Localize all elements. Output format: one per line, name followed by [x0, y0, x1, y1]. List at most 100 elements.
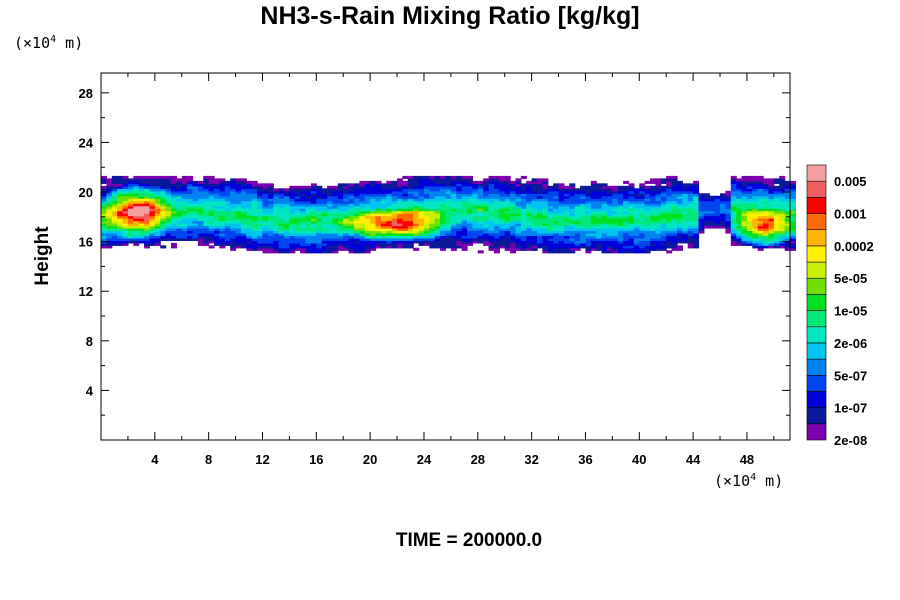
field-cell [230, 223, 237, 227]
field-cell [300, 200, 307, 204]
field-cell [154, 215, 161, 219]
field-cell [585, 215, 592, 219]
field-cell [450, 242, 457, 246]
field-cell [257, 198, 264, 202]
field-cell [402, 205, 409, 209]
field-cell [682, 215, 689, 219]
field-cell [440, 220, 447, 224]
field-cell [790, 185, 796, 189]
field-cell [585, 213, 592, 217]
field-cell [397, 193, 404, 197]
field-cell [364, 183, 371, 187]
field-cell [305, 250, 312, 254]
field-cell [386, 215, 393, 219]
field-cell [488, 210, 495, 214]
field-cell [294, 227, 301, 232]
field-cell [698, 203, 705, 207]
field-cell [170, 208, 177, 212]
field-cell [574, 237, 581, 241]
field-cell [504, 227, 511, 232]
field-cell [214, 240, 221, 244]
field-cell [359, 235, 366, 239]
field-cell [187, 213, 194, 217]
field-cell [440, 218, 447, 222]
field-cell [650, 185, 657, 189]
field-cell [240, 232, 247, 237]
field-cell [542, 225, 549, 229]
field-cell [693, 180, 700, 184]
field-cell [547, 237, 554, 241]
field-cell [601, 218, 608, 222]
field-cell [364, 200, 371, 204]
field-cell [165, 188, 172, 192]
field-cell [310, 218, 317, 222]
field-cell [741, 213, 748, 217]
field-cell [655, 223, 662, 227]
field-cell [348, 190, 355, 194]
colorbar-swatch [806, 213, 827, 231]
field-cell [628, 247, 635, 251]
field-cell [170, 178, 177, 182]
field-cell [407, 242, 414, 246]
field-cell [111, 193, 118, 197]
field-cell [515, 205, 522, 209]
field-cell [553, 230, 560, 234]
field-cell [730, 227, 737, 232]
field-cell [644, 208, 651, 212]
field-cell [477, 185, 484, 189]
field-cell [310, 188, 317, 192]
field-cell [106, 220, 113, 224]
field-cell [499, 242, 506, 246]
field-cell [101, 227, 107, 232]
field-cell [370, 215, 377, 219]
field-cell [149, 193, 156, 197]
field-cell [450, 205, 457, 209]
field-cell [601, 190, 608, 194]
field-cell [343, 218, 350, 222]
field-cell [730, 193, 737, 197]
field-cell [574, 218, 581, 222]
field-cell [278, 190, 285, 194]
field-cell [720, 203, 727, 207]
field-cell [397, 218, 404, 222]
field-cell [644, 213, 651, 217]
field-cell [397, 203, 404, 207]
field-cell [154, 242, 161, 246]
field-cell [580, 215, 587, 219]
field-cell [111, 213, 118, 217]
field-cell [499, 188, 506, 192]
field-cell [488, 227, 495, 232]
field-cell [763, 237, 770, 241]
field-cell [671, 188, 678, 192]
field-cell [170, 215, 177, 219]
field-cell [590, 240, 597, 244]
field-cell [305, 235, 312, 239]
field-cell [477, 225, 484, 229]
field-cell [353, 245, 360, 249]
x-tick-label: 4 [151, 452, 159, 467]
field-cell [531, 205, 538, 209]
field-cell [257, 210, 264, 214]
field-cell [590, 203, 597, 207]
field-cell [240, 208, 247, 212]
field-cell [154, 210, 161, 214]
field-cell [413, 185, 420, 189]
field-cell [628, 200, 635, 204]
field-cell [127, 200, 134, 204]
field-cell [461, 220, 468, 224]
field-cell [601, 240, 608, 244]
field-cell [757, 232, 764, 237]
field-cell [790, 232, 796, 237]
field-cell [203, 215, 210, 219]
field-cell [531, 180, 538, 184]
field-cell [531, 215, 538, 219]
field-cell [483, 213, 490, 217]
field-cell [127, 227, 134, 232]
field-cell [553, 227, 560, 232]
field-cell [547, 200, 554, 204]
field-cell [687, 185, 694, 189]
field-cell [246, 230, 253, 234]
field-cell [736, 185, 743, 189]
field-cell [364, 188, 371, 192]
